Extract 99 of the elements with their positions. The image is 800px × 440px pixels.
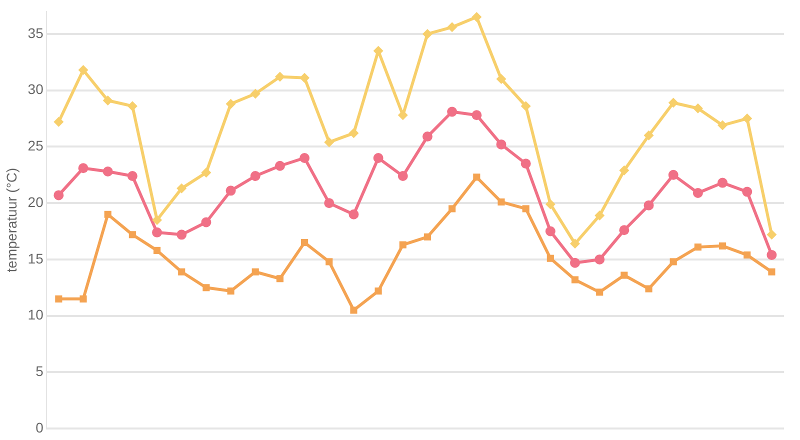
point [176, 230, 187, 240]
y-axis-title: temperatuur (°C) [3, 168, 20, 272]
point [594, 210, 605, 220]
point [571, 276, 579, 284]
point [55, 295, 62, 302]
point [645, 285, 652, 292]
point [274, 72, 285, 82]
point [520, 101, 531, 112]
point [201, 168, 212, 178]
point [422, 28, 432, 39]
point [54, 190, 64, 200]
point [274, 160, 285, 171]
point [472, 12, 482, 22]
point [768, 268, 776, 276]
point [324, 198, 334, 208]
point [692, 188, 703, 198]
point [398, 171, 408, 182]
point [473, 174, 480, 181]
point [448, 205, 456, 212]
point [78, 65, 88, 76]
point [668, 98, 678, 108]
point [54, 116, 64, 127]
point [226, 186, 236, 196]
point [102, 95, 113, 106]
point [692, 103, 703, 114]
point [766, 230, 777, 240]
point [644, 130, 654, 140]
point [472, 110, 482, 120]
point [373, 152, 384, 163]
point [324, 137, 334, 148]
point [227, 288, 234, 295]
point [102, 166, 113, 177]
point [766, 250, 777, 260]
point [619, 225, 630, 236]
point [668, 170, 678, 180]
point [447, 106, 458, 117]
point [570, 258, 580, 268]
point [546, 254, 554, 262]
point [694, 244, 702, 251]
point [152, 215, 162, 225]
point [300, 152, 310, 163]
point [570, 238, 580, 249]
point [422, 132, 432, 142]
y-tick-label: 20 [28, 194, 44, 210]
point [496, 139, 506, 150]
point [520, 158, 531, 169]
point [104, 210, 112, 218]
point [644, 200, 654, 210]
point [496, 74, 506, 84]
point [718, 178, 728, 188]
y-tick-label: 5 [36, 363, 44, 380]
point [202, 284, 210, 292]
point [350, 306, 358, 314]
y-tick-label: 15 [28, 250, 44, 266]
y-tick-label: 30 [28, 81, 44, 98]
point [78, 163, 88, 174]
point [670, 258, 677, 266]
point [152, 227, 162, 238]
point [744, 251, 751, 258]
point [226, 98, 236, 109]
point [373, 46, 384, 56]
point [742, 114, 752, 124]
point [619, 165, 630, 176]
point [276, 275, 284, 282]
point [545, 226, 556, 236]
point [250, 88, 260, 99]
point [348, 128, 359, 138]
point [326, 258, 333, 266]
point [127, 171, 138, 182]
point [718, 242, 726, 250]
point [252, 268, 259, 276]
point [718, 120, 728, 130]
point [178, 268, 186, 276]
point [545, 199, 556, 210]
point [127, 101, 138, 112]
point [301, 239, 308, 246]
point [498, 198, 505, 206]
point [399, 241, 406, 248]
point [594, 254, 605, 264]
point [398, 110, 408, 120]
point [348, 209, 359, 220]
point [153, 246, 161, 254]
y-tick-label: 0 [36, 419, 44, 436]
point [176, 183, 187, 194]
y-tick-label: 35 [28, 24, 44, 41]
point [742, 186, 752, 197]
point [201, 217, 212, 228]
y-tick-label: 25 [28, 138, 44, 154]
point [596, 288, 604, 296]
point [424, 233, 432, 240]
point [80, 295, 87, 302]
point [620, 272, 628, 279]
point [447, 22, 458, 32]
point [374, 288, 382, 295]
point [250, 171, 260, 182]
point [300, 72, 310, 83]
point [522, 205, 530, 212]
y-tick-label: 10 [28, 306, 44, 323]
point [128, 231, 136, 238]
